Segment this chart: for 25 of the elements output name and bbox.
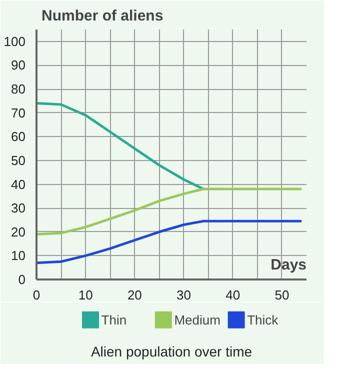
legend-label: Medium [174,312,220,328]
y-tick-label: 50 [11,152,26,168]
x-axis-title: Days [270,256,306,274]
y-tick-label: 20 [11,224,26,240]
y-tick-label: 100 [4,34,26,49]
text: Alien population over time [90,344,252,360]
y-tick-label: 40 [11,176,26,192]
y-tick-label: 0 [18,272,26,287]
x-tick-label: 40 [226,288,240,302]
y-axis-title: Number of aliens [42,8,164,24]
x-tick-label: 0 [32,288,40,302]
legend-label: Thick [247,312,279,328]
y-tick-label: 60 [11,129,26,144]
x-tick-label: 50 [274,288,290,302]
y-tick-label: 80 [11,82,26,97]
y-tick-label: 30 [11,200,26,216]
y-tick-label: 10 [11,248,26,264]
x-tick-label: 30 [176,288,192,302]
y-tick-label: 90 [11,58,26,73]
x-tick-label: 20 [127,288,142,302]
x-tick-label: 10 [78,288,93,302]
y-tick-label: 70 [11,105,26,120]
legend-label: Thin [101,312,127,328]
line-series [36,102,205,190]
line-series [36,188,303,236]
